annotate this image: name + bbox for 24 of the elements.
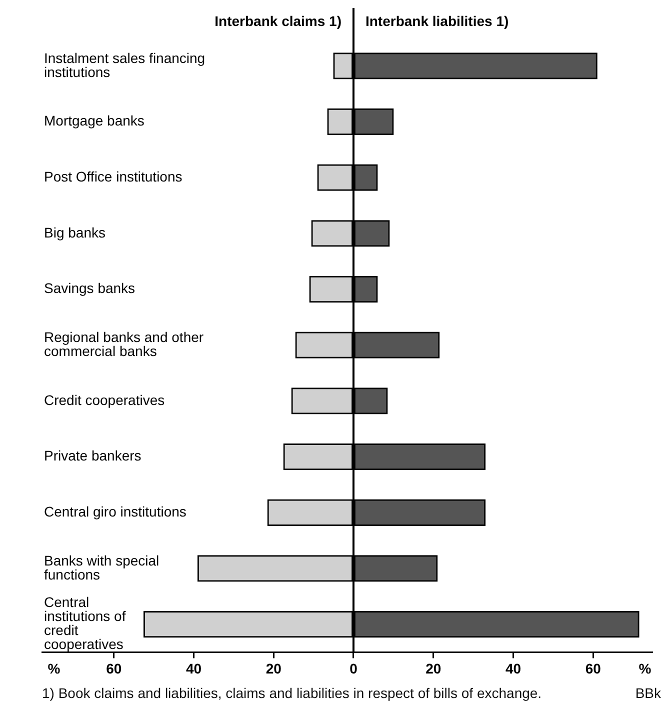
y-tick-label: Mortgage banks: [44, 112, 144, 129]
y-tick-label: Private bankers: [44, 448, 142, 464]
x-tick-label: %: [48, 660, 61, 676]
y-tick-label: Central giro institutions: [44, 503, 186, 520]
y-tick-label: Post Office institutions: [44, 168, 182, 184]
x-tick-label: 0: [350, 660, 358, 676]
x-tick-label: 40: [505, 660, 522, 676]
y-tick-label: Regional banks and other commercial banks: [44, 328, 204, 359]
y-tick-label: Central institutions of credit cooperatives: [44, 594, 126, 652]
y-tick-label: Banks with special functions: [44, 552, 160, 582]
x-tick-label: 60: [106, 660, 122, 676]
series-label: Interbank liabilities 1): [365, 12, 509, 29]
x-tick-label: 60: [585, 660, 602, 676]
y-tick-label: Credit cooperatives: [44, 392, 165, 408]
text: 1) Book claims and liabilities, claims and liabilities in respect of bills of exchange.: [42, 685, 543, 701]
y-tick-label: Instalment sales financing institutions: [44, 50, 206, 80]
x-tick-label: 20: [426, 660, 442, 676]
series-label: Interbank claims 1): [214, 12, 342, 29]
y-tick-label: Big banks: [44, 224, 106, 240]
x-tick-label: %: [638, 660, 652, 676]
y-tick-label: Savings banks: [44, 280, 136, 296]
x-tick-label: 40: [186, 660, 202, 676]
x-tick-label: 20: [266, 660, 282, 676]
text: BBk: [635, 685, 661, 701]
